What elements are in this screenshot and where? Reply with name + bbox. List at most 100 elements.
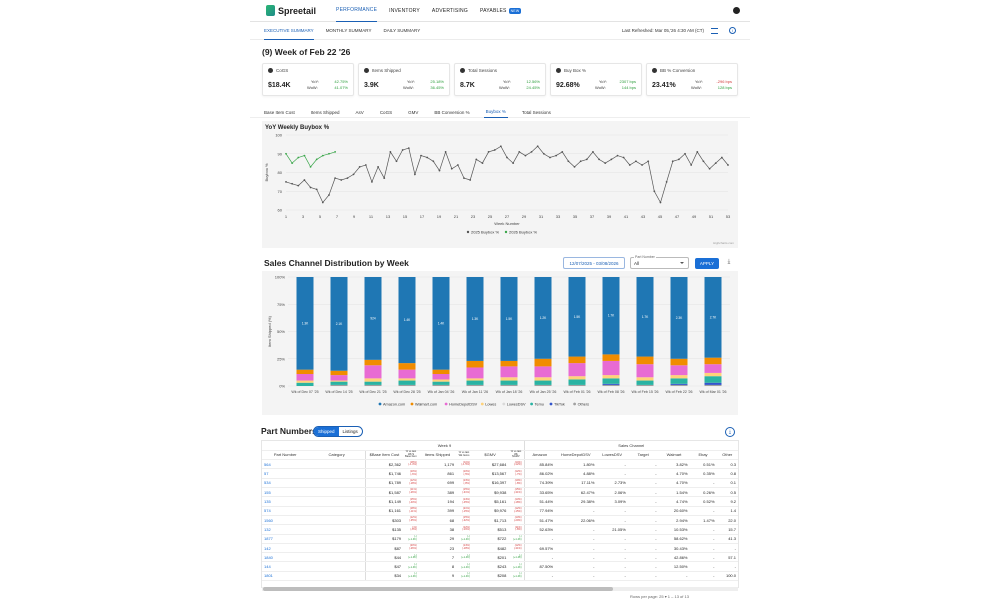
table-row[interactable]: 574 $1,161 (18%) (-11%) 399 (21%) (-15%) $9,9… — [262, 506, 738, 516]
bar-segment[interactable] — [568, 384, 586, 386]
bar-segment[interactable] — [568, 356, 586, 364]
bar-segment[interactable] — [636, 380, 654, 385]
bar-segment[interactable] — [330, 380, 348, 382]
bar-segment[interactable] — [670, 384, 688, 386]
bar-segment[interactable] — [296, 277, 314, 370]
table-row[interactable]: 1801 $34 (-) (+1.4K) 9 (-) (+1.4K) $208 (-) (+… — [262, 571, 738, 582]
column-header[interactable]: Ebay — [689, 450, 717, 461]
tab-monthly-summary[interactable]: MONTHLY SUMMARY — [325, 28, 372, 33]
legend-item[interactable]: Lowes — [485, 403, 496, 407]
bar-segment[interactable] — [534, 384, 552, 386]
nav-payables[interactable]: PAYABLES NEW — [480, 0, 522, 22]
chart-tab[interactable]: GMV — [408, 109, 419, 115]
column-header[interactable]: $GMV — [471, 450, 509, 461]
bar-segment[interactable] — [568, 277, 586, 357]
nav-advertising[interactable]: ADVERTISING — [431, 7, 468, 14]
table-row[interactable]: 155 $1,587 (11%) (-26%) 389 (15%) (-31%) $9,9… — [262, 487, 738, 498]
bar-segment[interactable] — [330, 381, 348, 385]
bar-segment[interactable] — [432, 369, 450, 375]
bar-segment[interactable] — [670, 375, 688, 379]
column-header[interactable]: % vs last Wk $ Base Item — [403, 450, 419, 461]
table-row[interactable]: 1840 $44 (-) (+1.4K) 7 (-) (+1.4K) $201 (-) (+… — [262, 552, 738, 563]
table-cell[interactable]: 564 — [262, 459, 309, 470]
scrollbar-thumb[interactable] — [263, 587, 613, 591]
toggle-listings[interactable]: Listings — [342, 429, 358, 434]
bar-segment[interactable] — [432, 277, 450, 370]
table-row[interactable]: 534 $1,789 (12%) (-18%) 699 (13%) (-8%) $16,3… — [262, 478, 738, 489]
bar-segment[interactable] — [670, 365, 688, 376]
user-avatar-icon[interactable] — [733, 7, 740, 14]
bar-segment[interactable] — [398, 363, 416, 370]
bar-segment[interactable] — [568, 363, 586, 377]
table-download-icon[interactable]: ⤓ — [725, 427, 735, 437]
part-number-select[interactable]: Part Number All — [630, 255, 689, 269]
tab-executive-summary[interactable]: EXECUTIVE SUMMARY — [264, 22, 314, 40]
bar-segment[interactable] — [534, 277, 552, 359]
toggle-shipped[interactable]: Shipped — [314, 427, 339, 436]
table-row[interactable]: 1560 $303 (12%) (-35%) 68 (15%) (-32%) $1,713… — [262, 515, 738, 526]
legend-item[interactable]: HomeDepotDSV — [449, 403, 478, 407]
spreetail-logo[interactable]: Spreetail — [266, 5, 316, 16]
bar-segment[interactable] — [670, 378, 688, 384]
table-row[interactable]: 135 $1,149 (15%) (-40%) 194 (14%) (-45%) $5,1… — [262, 496, 738, 507]
bar-segment[interactable] — [330, 375, 348, 381]
bar-segment[interactable] — [466, 384, 484, 386]
chart-tab[interactable]: AsV — [355, 109, 364, 115]
bar-segment[interactable] — [364, 384, 382, 386]
info-icon[interactable]: i — [729, 27, 736, 34]
bar-segment[interactable] — [296, 369, 314, 375]
column-header[interactable]: $Base Item Cost — [365, 450, 404, 461]
table-cell[interactable]: 132 — [262, 524, 309, 535]
legend-item[interactable]: Others — [578, 403, 589, 407]
column-header[interactable]: % vs last Wk Items — [456, 450, 472, 461]
bar-segment[interactable] — [432, 379, 450, 382]
bar-segment[interactable] — [466, 380, 484, 385]
column-header[interactable]: Walmart — [658, 450, 690, 461]
bar-segment[interactable] — [500, 366, 518, 378]
table-cell[interactable]: 144 — [262, 561, 309, 572]
bar-segment[interactable] — [500, 277, 518, 361]
bar-segment[interactable] — [636, 277, 654, 357]
bar-segment[interactable] — [636, 377, 654, 381]
bar-segment[interactable] — [466, 378, 484, 381]
bar-segment[interactable] — [398, 277, 416, 364]
bar-segment[interactable] — [534, 358, 552, 367]
bar-segment[interactable] — [330, 384, 348, 386]
legend-item[interactable]: Walmart.com — [415, 403, 437, 407]
nav-inventory[interactable]: INVENTORY — [389, 7, 420, 14]
bar-segment[interactable] — [330, 370, 348, 376]
legend-item[interactable]: Amazon.com — [383, 403, 405, 407]
bar-segment[interactable] — [636, 356, 654, 365]
bar-segment[interactable] — [602, 384, 620, 386]
bar-segment[interactable] — [296, 374, 314, 381]
bar-segment[interactable] — [568, 379, 586, 385]
bar-segment[interactable] — [636, 364, 654, 378]
bar-segment[interactable] — [602, 277, 620, 355]
apply-button[interactable]: APPLY — [695, 258, 719, 269]
bar-segment[interactable] — [670, 358, 688, 366]
bar-segment[interactable] — [466, 277, 484, 361]
bar-segment[interactable] — [636, 384, 654, 386]
legend-item[interactable]: TikTok — [554, 403, 565, 407]
bar-segment[interactable] — [330, 277, 348, 371]
bar-segment[interactable] — [602, 378, 620, 384]
chart-tab[interactable]: Buybox % — [483, 106, 508, 118]
bar-segment[interactable] — [534, 377, 552, 381]
bar-segment[interactable] — [296, 382, 314, 386]
bar-segment[interactable] — [704, 277, 722, 358]
bar-segment[interactable] — [704, 382, 722, 385]
column-header[interactable]: Amazon — [524, 450, 556, 461]
chart-tab[interactable]: Items Shipped — [310, 109, 340, 115]
column-header[interactable]: LowesDSV — [596, 450, 628, 461]
chart-tab[interactable]: Base Item Cost — [264, 109, 295, 115]
bar-segment[interactable] — [398, 384, 416, 386]
bar-segment[interactable] — [670, 277, 688, 359]
table-cell[interactable]: 142 — [262, 543, 309, 554]
tab-daily-summary[interactable]: DAILY SUMMARY — [383, 28, 421, 33]
table-row[interactable]: 144 $47 (-) (+1.4K) 8 (-) (+1.4K) $243 (-) (+1… — [262, 561, 738, 572]
table-row[interactable]: 142 $87 (20%) (-26%) 23 (14%) (-18%) $482 (12%… — [262, 543, 738, 554]
bar-segment[interactable] — [534, 380, 552, 385]
column-header[interactable]: Target — [627, 450, 659, 461]
bar-segment[interactable] — [500, 360, 518, 367]
bar-segment[interactable] — [704, 376, 722, 383]
